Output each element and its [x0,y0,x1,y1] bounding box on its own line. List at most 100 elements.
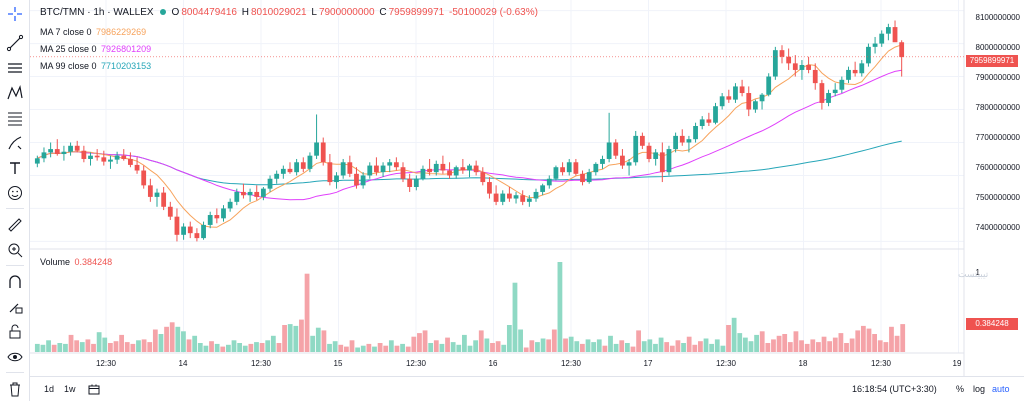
lock-drawing-icon[interactable] [5,297,25,317]
symbol-title[interactable]: BTC/TMN · 1h · WALLEX [40,7,154,18]
candle-body [81,150,87,159]
volume-bar [113,341,119,352]
range-1d-button[interactable]: 1d [44,384,55,394]
horizontal-lines-icon[interactable] [5,58,25,78]
volume-legend[interactable]: Volume 0.384248 [40,256,114,268]
candle-body [214,215,220,219]
volume-bar [540,338,546,352]
volume-bar [68,334,74,352]
volume-bar [242,345,248,352]
volume-bar [192,335,198,352]
ma99-legend[interactable]: MA 99 close 0 7710203153 [40,60,153,72]
time-tick: 17 [643,359,653,368]
volume-bar [293,325,299,352]
candle-body [154,192,160,197]
volume-bar [512,282,518,352]
volume-bar [557,262,563,352]
brush-icon[interactable] [5,133,25,153]
candle-body [174,216,180,235]
volume-bar [855,330,861,352]
volume-bar [130,343,136,352]
range-1w-button[interactable]: 1w [64,384,76,394]
volume-bar [551,329,557,352]
candle-body [719,96,725,107]
last-volume-tag: 0.384248 [966,318,1018,330]
volume-bar [596,339,602,352]
candle-body [287,168,293,173]
volume-bar [147,342,153,352]
candle-body [374,165,379,173]
volume-bar [400,343,405,352]
candle-body [367,165,373,176]
emoji-icon[interactable] [5,183,25,203]
volume-bar [653,343,658,352]
percent-toggle[interactable]: % [956,384,965,394]
volume-bar [490,343,495,352]
volume-bar [630,346,636,352]
volume-bar [591,342,597,352]
candles [34,20,905,242]
candle-body [247,191,253,196]
ma25-value: 7926801209 [101,44,152,54]
magnet-icon[interactable] [5,272,25,292]
volume-bar [737,333,743,352]
lock-icon[interactable] [5,322,25,342]
volume-bar [282,325,287,352]
volume-bar [439,343,445,352]
calendar-range-icon[interactable] [88,384,100,397]
volume-bar [675,340,681,352]
pattern-icon[interactable] [5,83,25,103]
moving-averages [37,44,902,228]
candle-body [68,145,73,152]
log-toggle[interactable]: log [973,384,986,394]
candle-body [872,43,878,47]
time-tick: 12:30 [560,359,582,368]
text-icon[interactable] [5,158,25,178]
volume-bar [866,328,872,352]
candle-body [128,158,133,165]
low-label: L [311,7,317,18]
volume-bar [613,343,619,352]
volume-bar [220,346,226,352]
clock-readout[interactable]: 16:18:54 (UTC+3:30) [852,384,937,394]
candle-body [360,175,366,186]
volume-bar [422,330,428,352]
volume-bar [771,339,776,352]
candle-body [121,155,127,159]
volume-bar [46,340,51,352]
volume-bar [681,343,686,352]
open-value: 8004479416 [181,7,237,18]
trash-icon[interactable] [5,379,25,399]
trend-line-icon[interactable] [5,33,25,53]
candle-body [161,192,167,207]
candle-body [753,101,758,110]
volume-bar [394,345,400,352]
volume-bar [709,343,715,352]
ma25-legend[interactable]: MA 25 close 0 7926801209 [40,43,153,55]
fib-icon[interactable] [5,108,25,128]
volume-bar [462,334,467,352]
ma7-legend[interactable]: MA 7 close 0 7986229269 [40,26,148,38]
crosshair-icon[interactable] [5,4,25,24]
auto-toggle[interactable]: auto [992,384,1010,394]
volume-bar [186,339,192,352]
volume-bar [164,326,169,352]
candle-body [553,167,559,179]
ruler-icon[interactable] [5,215,25,235]
candle-body [440,163,446,171]
zoom-in-icon[interactable] [5,240,25,260]
volume-bar [405,346,411,352]
volume-bar [714,339,720,352]
eye-icon[interactable] [5,347,25,367]
volume-bar [310,335,316,352]
volume-bar [900,324,906,352]
candle-body [859,63,865,74]
time-tick: 12:30 [405,359,427,368]
candle-body [739,86,745,94]
volume-bar [484,338,490,352]
volume-bar [203,345,209,352]
candle-body [799,65,805,70]
market-status-icon [159,9,166,16]
candle-body [713,106,718,123]
